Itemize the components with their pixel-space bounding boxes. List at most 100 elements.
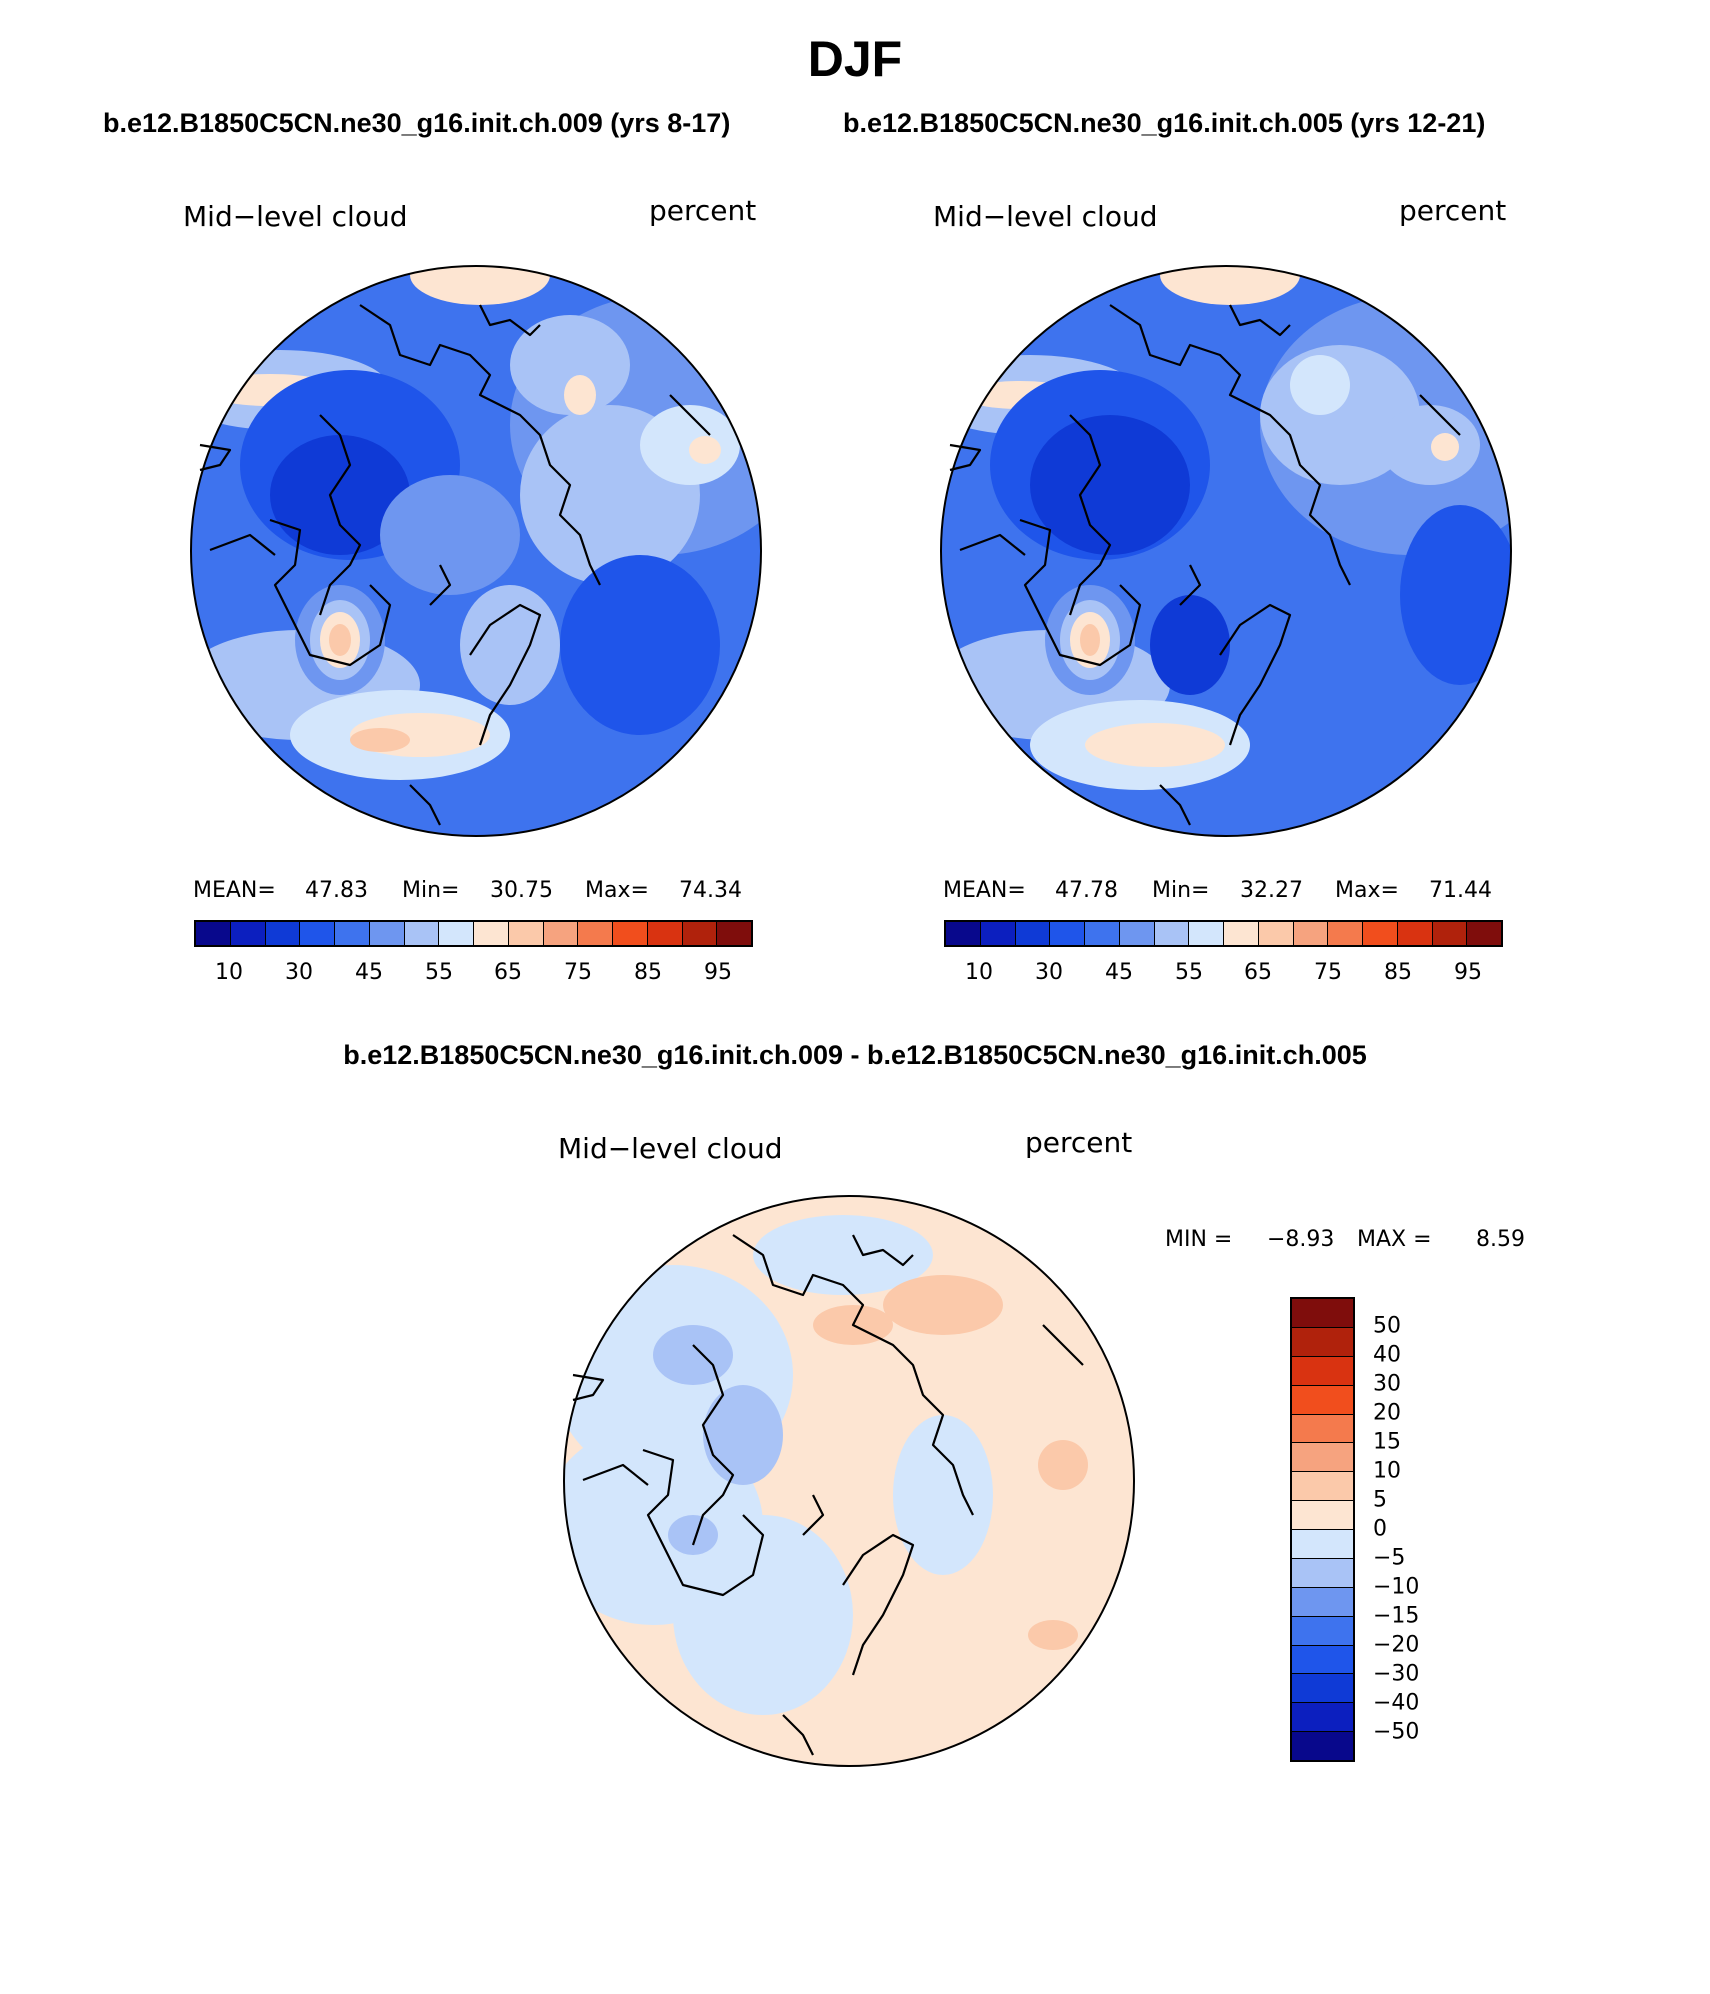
panel-1-min-value: 30.75 [490,878,553,903]
panel-2-colorbar-tick: 85 [1384,960,1412,985]
diff-colorbar-tick: −50 [1373,1719,1420,1745]
colorbar-swatch [1085,922,1120,945]
panel-1-colorbar-tick: 95 [704,960,732,985]
colorbar-swatch [1292,1732,1353,1760]
colorbar-swatch [1292,1530,1353,1559]
panel-1-mean-label: MEAN= [193,878,276,903]
colorbar-swatch [1328,922,1363,945]
colorbar-swatch [1292,1356,1353,1386]
diff-colorbar-tick: 20 [1373,1400,1401,1426]
panel-1-colorbar-tick: 85 [634,960,662,985]
colorbar-swatch [300,922,335,945]
colorbar-swatch [1292,1414,1353,1444]
panel-1-colorbar-tick: 65 [494,960,522,985]
colorbar-swatch [230,922,266,945]
diff-subtitle: b.e12.B1850C5CN.ne30_g16.init.ch.009 - b… [343,1040,1367,1070]
panel-2-map [940,265,1512,837]
panel-1-mean-value: 47.83 [305,878,368,903]
colorbar-swatch [1292,1645,1353,1675]
panel-1-min-label: Min= [402,878,460,903]
colorbar-swatch [1292,1299,1353,1328]
diff-colorbar-tick: 30 [1373,1371,1401,1397]
colorbar-swatch [1397,922,1433,945]
colorbar-swatch [1467,922,1501,945]
colorbar-swatch [1292,1472,1353,1502]
diff-colorbar-tick: −15 [1373,1603,1420,1629]
colorbar-swatch [1292,1674,1353,1704]
colorbar-swatch [1292,1587,1353,1617]
diff-colorbar-tick: 0 [1373,1516,1387,1542]
panel-2-colorbar-tick: 65 [1244,960,1272,985]
colorbar-swatch [1224,922,1259,945]
panel-2-mean-label: MEAN= [943,878,1026,903]
colorbar-swatch [1292,1703,1353,1733]
diff-units-label: percent [1025,1126,1133,1159]
panel-2-max-value: 71.44 [1429,878,1492,903]
panel-1-max-value: 74.34 [679,878,742,903]
diff-colorbar-tick: 5 [1373,1487,1387,1513]
diff-variable-label: Mid−level cloud [558,1132,783,1165]
diff-max-value: 8.59 [1476,1227,1525,1252]
colorbar-swatch [1119,922,1155,945]
colorbar-swatch [1292,1385,1353,1415]
diff-colorbar-tick: −20 [1373,1632,1420,1658]
diff-colorbar-tick: −5 [1373,1545,1406,1571]
colorbar-swatch [1292,1443,1353,1473]
diff-colorbar-tick: 10 [1373,1458,1401,1484]
colorbar-swatch [1292,1616,1353,1646]
diff-map [563,1195,1135,1767]
panel-1-map [190,265,762,837]
diff-max-label: MAX = [1357,1227,1432,1252]
diff-colorbar-tick: −40 [1373,1690,1420,1716]
panel-2-colorbar-tick: 10 [965,960,993,985]
colorbar-swatch [369,922,405,945]
panel-1-subtitle: b.e12.B1850C5CN.ne30_g16.init.ch.009 (yr… [103,108,731,138]
diff-colorbar-tick: 50 [1373,1313,1401,1339]
colorbar-swatch [1292,1558,1353,1588]
page-title: DJF [807,31,903,87]
colorbar-swatch [1293,922,1329,945]
panel-1-units-label: percent [649,194,757,227]
colorbar-swatch [1050,922,1085,945]
colorbar-swatch [1189,922,1224,945]
diff-colorbar-tick: −30 [1373,1661,1420,1687]
colorbar-swatch [613,922,648,945]
colorbar-swatch [335,922,370,945]
panel-1-colorbar-tick: 45 [355,960,383,985]
colorbar-swatch [1292,1501,1353,1530]
panel-2-colorbar-tick: 95 [1454,960,1482,985]
colorbar-swatch [265,922,301,945]
panel-1-colorbar-tick: 55 [425,960,453,985]
panel-2-min-value: 32.27 [1240,878,1303,903]
colorbar-swatch [980,922,1016,945]
panel-2-colorbar-tick: 30 [1035,960,1063,985]
colorbar-swatch [508,922,544,945]
colorbar-swatch [1363,922,1398,945]
panel-2-subtitle: b.e12.B1850C5CN.ne30_g16.init.ch.005 (yr… [843,108,1486,138]
panel-2-max-label: Max= [1335,878,1399,903]
panel-2-colorbar-tick: 75 [1314,960,1342,985]
panel-1-colorbar [194,920,753,947]
panel-2-variable-label: Mid−level cloud [933,200,1158,233]
colorbar-swatch [647,922,683,945]
colorbar-swatch [1015,922,1051,945]
panel-1-colorbar-tick: 30 [285,960,313,985]
diff-min-label: MIN = [1165,1227,1233,1252]
colorbar-swatch [1154,922,1190,945]
colorbar-swatch [946,922,981,945]
colorbar-swatch [474,922,509,945]
colorbar-swatch [717,922,751,945]
diff-colorbar-tick: 40 [1373,1342,1401,1368]
diff-colorbar [1290,1297,1355,1762]
panel-2-colorbar [944,920,1503,947]
colorbar-swatch [1258,922,1294,945]
colorbar-swatch [578,922,613,945]
colorbar-swatch [682,922,718,945]
panel-2-colorbar-tick: 55 [1175,960,1203,985]
panel-2-units-label: percent [1399,194,1507,227]
colorbar-swatch [1432,922,1468,945]
colorbar-swatch [196,922,231,945]
colorbar-swatch [543,922,579,945]
diff-colorbar-tick: −10 [1373,1574,1420,1600]
panel-1-colorbar-tick: 75 [564,960,592,985]
